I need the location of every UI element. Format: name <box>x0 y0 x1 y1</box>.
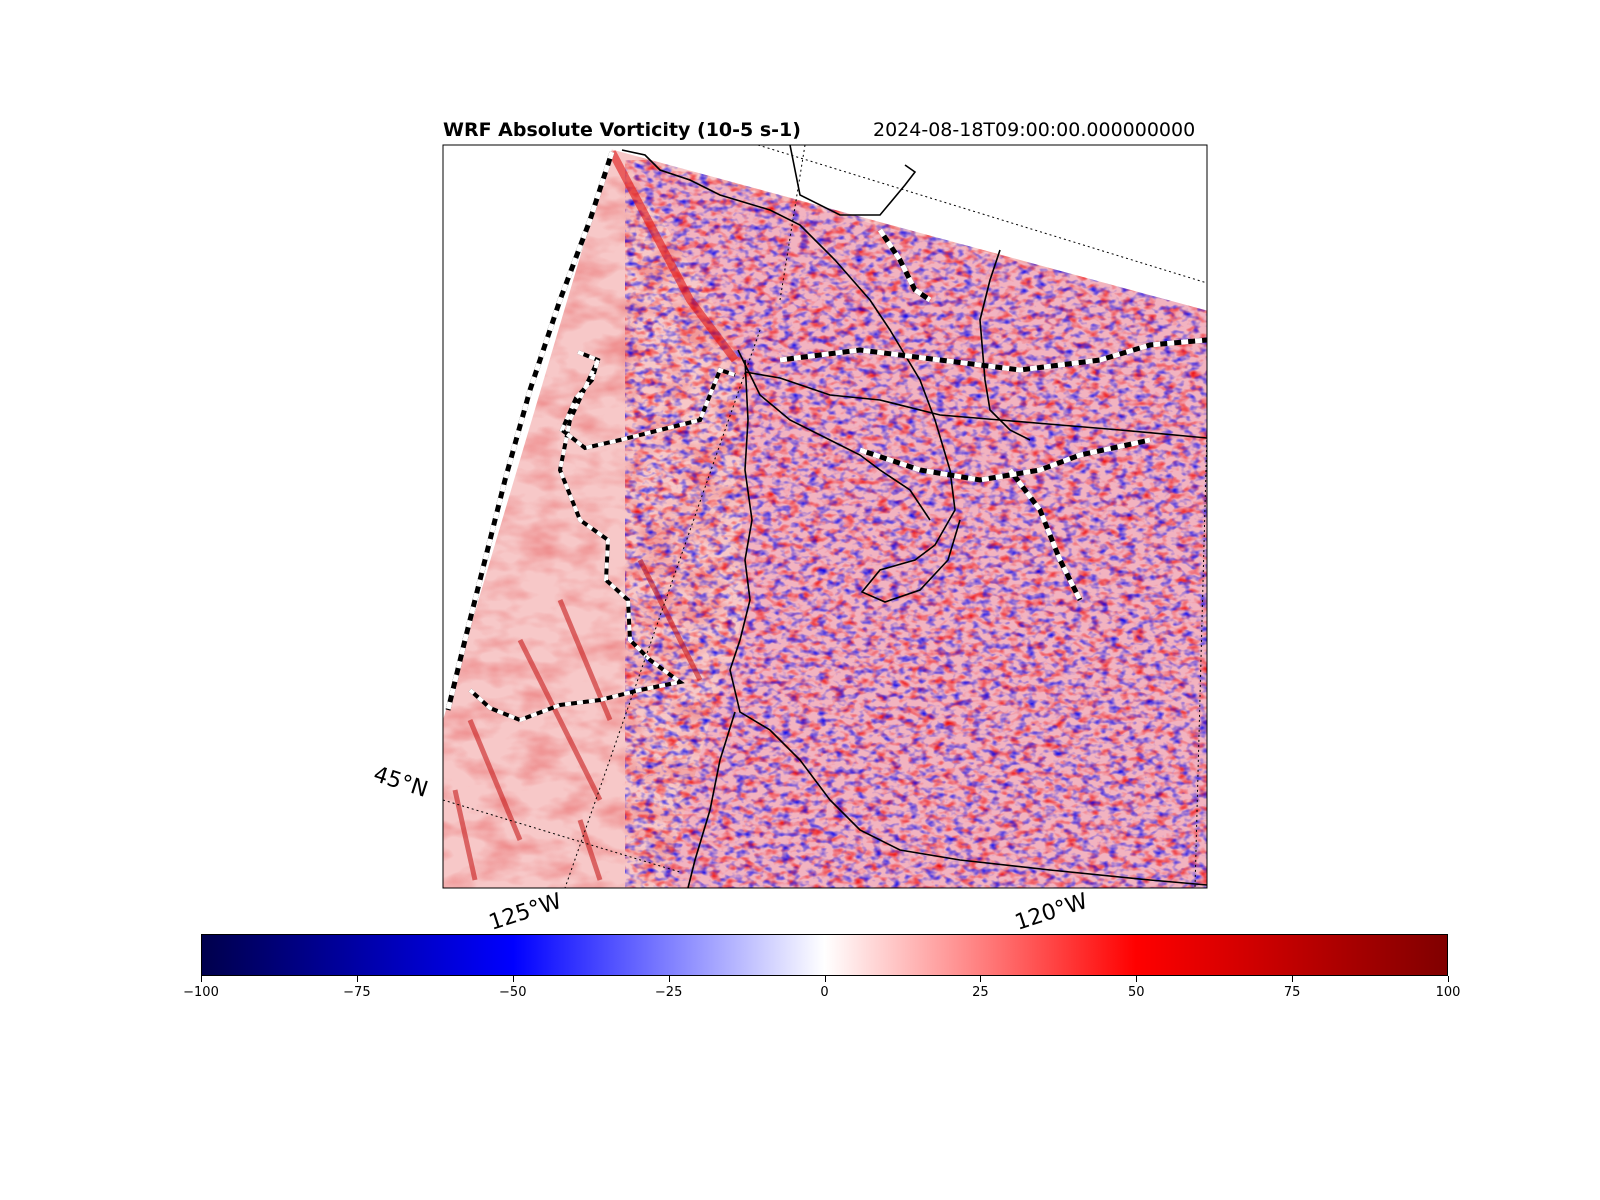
colorbar-tick-mark <box>668 976 670 982</box>
map-axes-border <box>442 144 1208 889</box>
colorbar-tick-mark <box>824 976 826 982</box>
colorbar-tick-label: 0 <box>820 985 829 1000</box>
colorbar-tick-label: −25 <box>654 985 683 1000</box>
colorbar-tick-mark <box>201 976 202 982</box>
coastlines <box>621 145 1207 888</box>
colorbar-tick-label: 25 <box>972 985 989 1000</box>
colorbar-tick-label: −75 <box>343 985 371 1000</box>
colorbar-tick-mark <box>1292 976 1294 982</box>
colorbar-tick-mark <box>356 976 358 982</box>
colorbar-tick-mark <box>1136 976 1138 982</box>
graticule <box>442 144 1208 889</box>
colorbar-tick-label: −50 <box>499 985 527 1000</box>
vorticity-field <box>443 149 1207 888</box>
colorbar-tick-label: 75 <box>1283 985 1301 1000</box>
colorbar-tick-mark <box>1448 976 1449 982</box>
colorbar-tick-mark <box>980 976 982 982</box>
colorbar-tick-label: 100 <box>1435 985 1461 1000</box>
colorbar-tick-mark <box>512 976 514 982</box>
plot-title-right: 2024-08-18T09:00:00.000000000 <box>873 119 1196 141</box>
colorbar <box>201 934 1448 976</box>
colorbar-tick-label: 50 <box>1127 985 1145 1000</box>
plot-title-left: WRF Absolute Vorticity (10-5 s-1) <box>443 119 801 141</box>
dashed-boundaries <box>445 151 1207 723</box>
colorbar-tick-label: −100 <box>183 985 219 1000</box>
